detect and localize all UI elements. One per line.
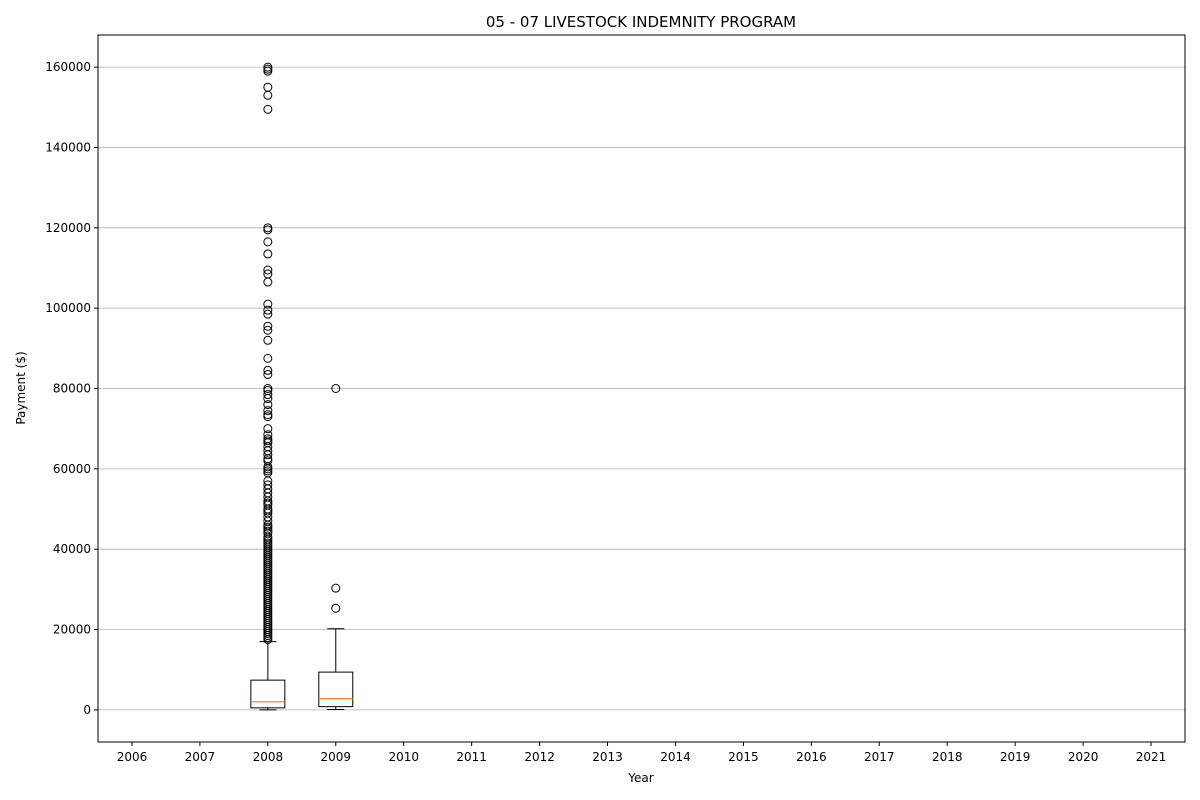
x-tick-label: 2006 <box>117 750 148 764</box>
y-axis: 0 20000 40000 60000 80000 100000 120000 140000 1… <box>45 60 98 717</box>
x-tick-label: 2016 <box>796 750 827 764</box>
outlier-point <box>263 325 273 335</box>
outlier-point <box>263 365 273 375</box>
outlier-point <box>263 265 273 275</box>
x-tick-label: 2021 <box>1136 750 1167 764</box>
outlier-point <box>263 424 273 434</box>
outlier-point <box>263 66 273 76</box>
outlier-point <box>263 249 273 259</box>
boxplot-2008 <box>250 62 286 711</box>
outlier-point <box>263 90 273 100</box>
x-tick-label: 2014 <box>660 750 691 764</box>
y-tick-label: 120000 <box>45 221 91 235</box>
y-tick-label: 100000 <box>45 301 91 315</box>
boxplot-2009 <box>318 384 354 710</box>
x-tick-label: 2019 <box>1000 750 1031 764</box>
chart-title: 05 - 07 LIVESTOCK INDEMNITY PROGRAM <box>486 13 796 31</box>
x-tick-label: 2018 <box>932 750 963 764</box>
y-tick-label: 20000 <box>53 623 91 637</box>
outlier-point <box>263 277 273 287</box>
gridlines <box>98 66 1185 711</box>
x-tick-label: 2013 <box>592 750 623 764</box>
outlier-point <box>263 299 273 309</box>
y-tick-label: 140000 <box>45 140 91 154</box>
x-tick-label: 2020 <box>1068 750 1099 764</box>
x-tick-label: 2015 <box>728 750 759 764</box>
outlier-point <box>263 64 273 74</box>
x-tick-label: 2010 <box>388 750 419 764</box>
y-tick-label: 80000 <box>53 382 91 396</box>
outlier-point <box>263 225 273 235</box>
y-tick-label: 160000 <box>45 60 91 74</box>
outlier-point <box>263 390 273 400</box>
outlier-point <box>331 583 341 593</box>
x-tick-label: 2012 <box>524 750 555 764</box>
box-iqr <box>318 671 354 708</box>
outlier-point <box>263 104 273 114</box>
y-tick-label: 40000 <box>53 542 91 556</box>
outlier-point <box>263 400 273 410</box>
outlier-point <box>263 82 273 92</box>
outlier-point <box>263 309 273 319</box>
outlier-point <box>263 321 273 331</box>
outlier-point <box>263 237 273 247</box>
x-axis-label: Year <box>627 771 653 785</box>
y-axis-label: Payment ($) <box>14 351 28 424</box>
y-tick-label: 60000 <box>53 462 91 476</box>
x-tick-label: 2017 <box>864 750 895 764</box>
outlier-point <box>263 412 273 422</box>
x-tick-label: 2007 <box>185 750 216 764</box>
x-tick-label: 2011 <box>456 750 487 764</box>
outlier-point <box>263 369 273 379</box>
outlier-point <box>263 450 273 460</box>
outlier-point <box>263 394 273 404</box>
x-tick-label: 2008 <box>253 750 284 764</box>
outlier-point <box>263 335 273 345</box>
boxplots <box>250 62 354 711</box>
x-tick-label: 2009 <box>321 750 352 764</box>
box-iqr <box>250 679 286 709</box>
outlier-point <box>263 353 273 363</box>
x-axis: 2006 2007 2008 2009 2010 2011 2012 2013 2014 2015… <box>117 742 1167 764</box>
y-tick-label: 0 <box>83 703 91 717</box>
outlier-point <box>263 635 273 645</box>
outlier-point <box>331 384 341 393</box>
outlier-point <box>263 406 273 416</box>
outlier-point <box>331 603 341 613</box>
outlier-point <box>263 305 273 315</box>
